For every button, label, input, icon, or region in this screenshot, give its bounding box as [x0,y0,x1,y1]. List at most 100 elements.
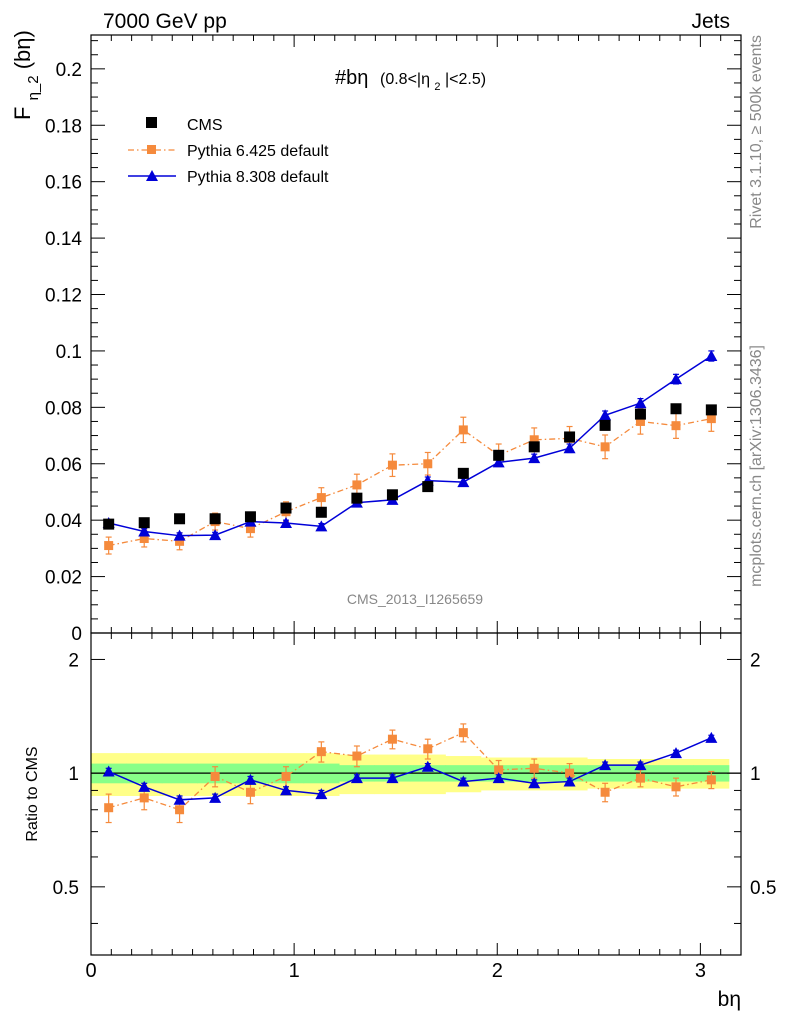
ratio-pythia6-point [245,787,255,797]
plot-title-cut: (0.8<|η 2 |<2.5) [380,71,486,94]
ratio-pythia6-line [108,731,712,811]
legend-label-cms: CMS [187,117,223,134]
y-axis-label: F η_2 (bη) [10,30,43,120]
ratio-pythia6-point [175,805,185,815]
y-tick-label-main: 0.18 [45,116,82,137]
ratio-pythia8-point [173,793,186,805]
main-pythia6-point [635,416,645,426]
x-axis-label: bη [718,988,741,1011]
main-pythia8-point [315,520,328,532]
main-pythia6-point [706,414,716,424]
main-pythia8-point [209,529,222,541]
main-pythia6-point [529,435,539,445]
cut-end: |<2.5) [445,71,486,88]
main-pythia8-point [457,476,470,488]
y-tick-label-main: 0 [71,624,82,645]
y-tick-label-ratio-right: 0.5 [750,878,776,899]
ratio-pythia6-point [600,787,610,797]
main-pythia6-point [245,524,255,534]
main-panel: 00.020.040.060.080.10.120.140.160.180.2 … [10,30,742,645]
y-tick-label-main: 0.2 [56,60,82,81]
main-cms-point [564,431,576,443]
ratio-pythia8-point [244,773,257,785]
main-cms-point [705,404,717,416]
cut-sub: 2 [434,81,440,93]
ratio-data-layer [91,723,741,824]
y-tick-label-main: 0.16 [45,173,82,194]
main-pythia8-point [563,442,576,454]
main-pythia8-point [705,350,718,362]
main-pythia6-point [352,480,362,490]
main-pythia8-point [528,452,541,464]
rivet-version-label: Rivet 3.1.10, ≥ 500k events [748,35,765,229]
ratio-pythia8-point [386,772,399,784]
ratio-pythia8-point [528,777,541,789]
main-pythia8-point [138,525,151,537]
x-tick-label: 0 [85,960,96,982]
main-cms-point [634,408,646,420]
ratio-pythia8-point [599,759,612,771]
legend-label-py8: Pythia 8.308 default [187,169,329,186]
main-cms-point [422,481,434,493]
ratio-pythia6-point [139,793,149,803]
main-pythia6-point [387,460,397,470]
y-tick-label-main: 0.04 [45,511,82,532]
legend-marker-cms [146,117,157,128]
ratio-pythia6-point [423,744,433,754]
main-cms-point [244,511,256,523]
y-label-f: F [10,107,35,120]
x-tick-label: 2 [492,960,503,982]
main-pythia8-point [599,409,612,421]
ratio-pythia6-point [210,771,220,781]
ratio-pythia6-point [458,728,468,738]
main-cms-point [174,513,186,525]
main-cms-point [670,403,682,415]
main-cms-point [528,441,540,453]
mcplots-label: mcplots.cern.ch [arXiv:1306.3436] [748,345,765,587]
main-pythia8-point [280,516,292,528]
main-pythia8-point [492,456,505,468]
legend: CMS Pythia 6.425 default Pythia 8.308 de… [128,117,329,186]
x-tick-label: 3 [695,960,706,982]
main-cms-point [493,449,505,461]
plot-title: #bη [335,67,368,89]
ratio-pythia6-point [352,751,362,761]
ratio-pythia8-point [492,772,505,784]
main-pythia6-point [600,442,610,452]
y-tick-label-ratio: 1 [68,764,79,785]
main-pythia6-point [316,493,326,503]
main-cms-point [103,518,115,530]
ratio-pythia6-point [529,763,539,773]
ratio-pythia8-point [634,759,647,771]
ratio-pythia8-point [421,760,434,772]
ratio-pythia8-line [108,737,712,801]
y-tick-label-main: 0.14 [45,229,82,250]
ratio-pythia8-point [209,791,222,803]
y-label-end: (bη) [10,30,35,69]
ratio-pythia8-point [670,747,682,759]
legend-marker-py6 [147,145,156,154]
main-cms-point [209,513,221,525]
y-tick-label-main: 0.08 [45,398,82,419]
header-jets: Jets [691,10,730,33]
ratio-pythia8-point [138,780,151,792]
y-tick-label-main: 0.02 [45,568,82,589]
y-tick-label-ratio-right: 1 [750,764,761,785]
y-tick-label-ratio: 0.5 [53,878,79,899]
ratio-pythia8-point [705,731,718,743]
cut-text: (0.8<|η [380,71,430,88]
y-tick-label-ratio-right: 2 [750,650,761,671]
ratio-axes: 0 1 2 3 0.5 0.5 1 1 2 2 [53,633,776,982]
ratio-y-label: Ratio to CMS [24,746,41,841]
ratio-pythia8-point [563,775,576,787]
ratio-pythia6-point [281,771,291,781]
main-cms-point [280,502,292,514]
main-pythia6-point [458,425,468,435]
ratio-pythia6-point [635,773,645,783]
main-pythia8-point [173,529,186,541]
main-pythia6-point [175,536,185,546]
y-tick-label-main: 0.1 [56,342,82,363]
watermark: CMS_2013_I1265659 [347,591,483,607]
ratio-pythia6-point [671,782,681,792]
